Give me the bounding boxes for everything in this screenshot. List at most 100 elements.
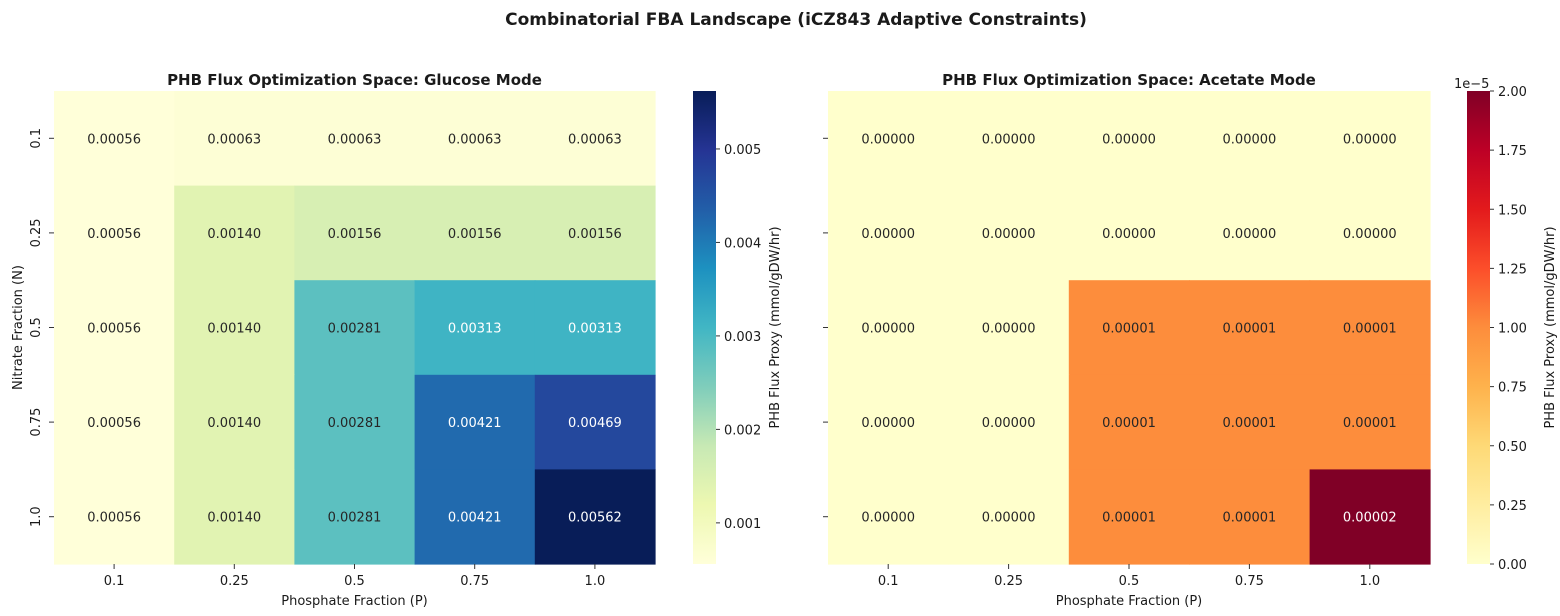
heatmap-cell	[1189, 469, 1311, 565]
colorbar-tick-label: 0.50	[1498, 440, 1527, 455]
heatmap-panel-1: 0.00056 0.00063 0.00063 0.00063 0.00063 0.000…	[11, 71, 783, 609]
x-tick-label: 1.0	[585, 574, 606, 589]
heatmap-cell	[174, 185, 295, 281]
x-tick-label: 0.5	[344, 574, 365, 589]
x-tick-label: 0.25	[994, 574, 1023, 589]
y-tick-label: 1.0	[29, 506, 44, 527]
y-tick-label: 0.25	[29, 218, 44, 247]
heatmap-cell	[1309, 185, 1431, 281]
colorbar-label: PHB Flux Proxy (mmol/gDW/hr)	[1543, 226, 1558, 428]
heatmap-cell	[1309, 280, 1431, 376]
heatmap-cell	[174, 469, 295, 565]
heatmap-cell	[294, 91, 416, 187]
colorbar-tick-label: 1.50	[1498, 203, 1527, 218]
heatmap-cell	[534, 469, 656, 565]
cell-annotation: 0.00000	[1343, 132, 1397, 147]
y-axis-label: Nitrate Fraction (N)	[11, 265, 26, 390]
panel-title: PHB Flux Optimization Space: Acetate Mod…	[942, 71, 1316, 89]
cell-annotation: 0.00313	[568, 322, 622, 337]
x-tick-label: 1.0	[1359, 574, 1380, 589]
heatmap-cell	[54, 185, 175, 281]
x-tick-label: 0.5	[1119, 574, 1140, 589]
cell-annotation: 0.00421	[448, 416, 502, 431]
colorbar-tick-label: 0.003	[724, 330, 761, 345]
x-tick-label: 0.1	[104, 574, 125, 589]
colorbar-tick-label: 1.25	[1498, 262, 1527, 277]
cell-annotation: 0.00063	[568, 132, 622, 147]
cell-annotation: 0.00001	[1223, 322, 1277, 337]
cell-annotation: 0.00000	[1343, 227, 1397, 242]
cell-annotation: 0.00156	[448, 227, 502, 242]
heatmap-cell	[948, 469, 1070, 565]
heatmap-cell	[294, 280, 416, 376]
heatmap-cell	[1068, 91, 1190, 187]
heatmap-panel-2: 0.00000 0.00000 0.00000 0.00000 0.000000.000…	[823, 71, 1558, 609]
colorbar	[1467, 91, 1490, 564]
cell-annotation: 0.00562	[568, 511, 622, 526]
cell-annotation: 0.00000	[982, 511, 1036, 526]
y-tick-label: 0.75	[29, 408, 44, 437]
cell-annotation: 0.00000	[982, 227, 1036, 242]
heatmap-cell	[1309, 374, 1431, 470]
cell-annotation: 0.00281	[328, 416, 382, 431]
cell-annotation: 0.00001	[1343, 416, 1397, 431]
heatmap-cell	[1189, 280, 1311, 376]
cell-annotation: 0.00421	[448, 511, 502, 526]
colorbar-tick-label: 0.001	[724, 517, 761, 532]
cell-annotation: 0.00000	[1102, 132, 1156, 147]
heatmap-cell	[1189, 374, 1311, 470]
cell-annotation: 0.00281	[328, 511, 382, 526]
heatmap-cell	[54, 469, 175, 565]
cell-annotation: 0.00001	[1223, 511, 1277, 526]
x-tick-label: 0.1	[878, 574, 899, 589]
y-tick-label: 0.5	[29, 317, 44, 338]
cell-annotation: 0.00056	[87, 322, 141, 337]
heatmap-cell	[54, 91, 175, 187]
cell-annotation: 0.00140	[207, 511, 261, 526]
cell-annotation: 0.00001	[1102, 322, 1156, 337]
cell-annotation: 0.00056	[87, 132, 141, 147]
cell-annotation: 0.00313	[448, 322, 502, 337]
cell-annotation: 0.00056	[87, 416, 141, 431]
colorbar-tick-label: 0.00	[1498, 558, 1527, 573]
cell-annotation: 0.00000	[861, 227, 915, 242]
heatmap-cell	[294, 469, 416, 565]
cell-annotation: 0.00002	[1343, 511, 1397, 526]
colorbar-tick-label: 0.002	[724, 423, 761, 438]
heatmap-cell	[1309, 91, 1431, 187]
cell-annotation: 0.00000	[982, 416, 1036, 431]
heatmap-cell	[414, 91, 536, 187]
cell-annotation: 0.00000	[861, 416, 915, 431]
heatmap-cell	[948, 280, 1070, 376]
cell-annotation: 0.00056	[87, 511, 141, 526]
heatmap-cell	[54, 280, 175, 376]
cell-annotation: 0.00001	[1223, 416, 1277, 431]
heatmap-cell	[828, 185, 949, 281]
heatmap-cell	[1068, 280, 1190, 376]
cell-annotation: 0.00156	[328, 227, 382, 242]
cell-annotation: 0.00140	[207, 322, 261, 337]
heatmap-cell	[1068, 374, 1190, 470]
heatmap-cell	[54, 374, 175, 470]
heatmap-cell	[534, 280, 656, 376]
colorbar-offset-text: 1e−5	[1454, 77, 1489, 92]
colorbar-tick-label: 0.004	[724, 236, 761, 251]
heatmap-cell	[1189, 91, 1311, 187]
cell-annotation: 0.00000	[861, 132, 915, 147]
colorbar-label: PHB Flux Proxy (mmol/gDW/hr)	[768, 226, 783, 428]
cell-annotation: 0.00000	[1223, 227, 1277, 242]
heatmap-cell	[414, 469, 536, 565]
cell-annotation: 0.00056	[87, 227, 141, 242]
cell-annotation: 0.00000	[861, 511, 915, 526]
x-axis-label: Phosphate Fraction (P)	[1056, 594, 1203, 609]
heatmap-cell	[828, 280, 949, 376]
cell-annotation: 0.00000	[861, 322, 915, 337]
cell-annotation: 0.00063	[207, 132, 261, 147]
cell-annotation: 0.00140	[207, 227, 261, 242]
colorbar-tick-label: 0.005	[724, 143, 761, 158]
colorbar-tick-label: 0.25	[1498, 499, 1527, 514]
cell-annotation: 0.00001	[1102, 511, 1156, 526]
heatmap-cell	[414, 280, 536, 376]
heatmap-cell	[174, 374, 295, 470]
